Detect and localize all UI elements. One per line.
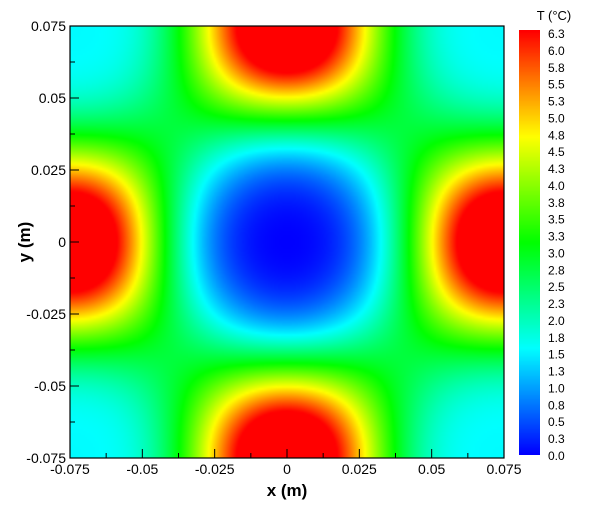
- x-tick-label: 0: [283, 461, 291, 477]
- y-tick-label: -0.05: [34, 378, 66, 394]
- y-tick-label: -0.075: [26, 450, 66, 466]
- y-tick-label: 0.05: [39, 90, 66, 106]
- colorbar-tick-label: 5.5: [548, 78, 565, 92]
- colorbar-tick-label: 5.0: [548, 111, 565, 125]
- colorbar-tick-label: 1.3: [548, 365, 565, 379]
- colorbar-tick-label: 5.8: [548, 61, 565, 75]
- x-tick-label: -0.075: [50, 461, 90, 477]
- y-axis-label: y (m): [15, 222, 34, 263]
- x-tick-label: 0.05: [418, 461, 445, 477]
- colorbar-gradient: [519, 30, 540, 455]
- plot-area: [69, 25, 505, 459]
- y-tick-label: 0: [58, 234, 66, 250]
- colorbar-tick-label: 4.3: [548, 162, 565, 176]
- colorbar-tick-label: 0.0: [548, 449, 565, 463]
- colorbar-tick-label: 5.3: [548, 95, 565, 109]
- colorbar-tick-label: 3.8: [548, 196, 565, 210]
- x-tick-label: -0.025: [195, 461, 235, 477]
- colorbar-tick-label: 4.0: [548, 179, 565, 193]
- y-tick-label: -0.025: [26, 306, 66, 322]
- colorbar-tick-label: 1.8: [548, 331, 565, 345]
- colorbar-tick-label: 2.0: [548, 314, 565, 328]
- colorbar-tick-label: 3.3: [548, 230, 565, 244]
- colorbar-tick-label: 6.0: [548, 44, 565, 58]
- colorbar-tick-label: 1.5: [548, 348, 565, 362]
- colorbar-tick-label: 2.5: [548, 280, 565, 294]
- colorbar-tick-label: 3.5: [548, 213, 565, 227]
- x-tick-label: 0.025: [342, 461, 377, 477]
- x-tick-label: 0.075: [486, 461, 521, 477]
- y-tick-label: 0.025: [31, 162, 66, 178]
- colorbar-tick-label: 6.3: [548, 27, 565, 41]
- colorbar: T (°C) 6.3 6.0 5.8 5.5 5.3 5.0 4.8 4.5 4.3 4.0 3.8…: [519, 8, 571, 463]
- colorbar-tick-label: 0.8: [548, 398, 565, 412]
- colorbar-tick-label: 3.0: [548, 246, 565, 260]
- colorbar-tick-label: 2.8: [548, 263, 565, 277]
- x-axis: -0.075 -0.05 -0.025 0 0.025 0.05 0.075: [50, 449, 522, 477]
- x-tick-label: -0.05: [126, 461, 158, 477]
- y-tick-label: 0.075: [31, 18, 66, 34]
- colorbar-tick-label: 0.5: [548, 415, 565, 429]
- y-axis: 0.075 0.05 0.025 0 -0.025 -0.05 -0.075: [26, 18, 79, 466]
- colorbar-tick-label: 4.5: [548, 145, 565, 159]
- colorbar-title: T (°C): [537, 8, 572, 23]
- colorbar-tick-label: 1.0: [548, 381, 565, 395]
- temperature-field: [70, 26, 504, 458]
- colorbar-tick-label: 2.3: [548, 297, 565, 311]
- colorbar-tick-label: 4.8: [548, 128, 565, 142]
- colorbar-tick-label: 0.3: [548, 432, 565, 446]
- x-axis-label: x (m): [267, 481, 308, 500]
